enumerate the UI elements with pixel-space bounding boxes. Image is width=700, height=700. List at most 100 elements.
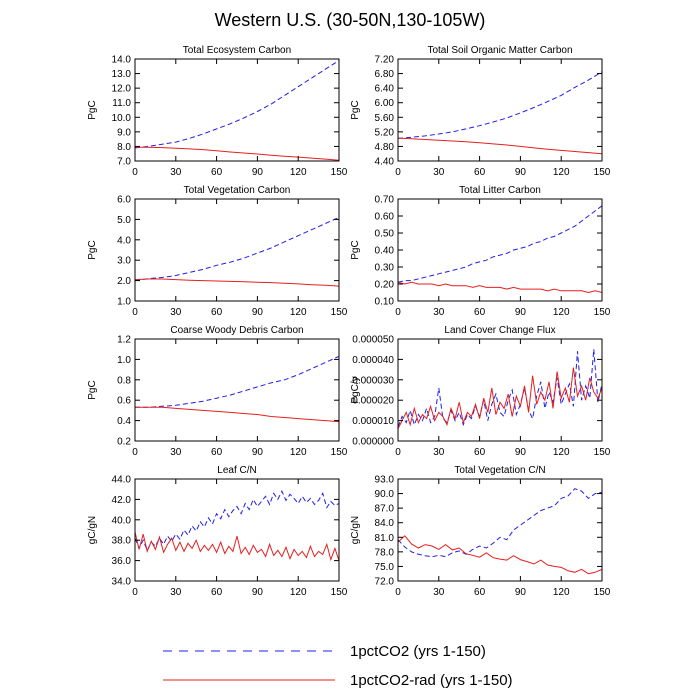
- x-tick-label: 0: [395, 447, 401, 458]
- y-tick-label: 0.4: [117, 416, 131, 427]
- series-line-1pctco2-rad: [135, 278, 339, 287]
- plot-frame: [397, 338, 603, 442]
- x-tick-label: 60: [474, 447, 486, 458]
- y-tick-label: 40.0: [112, 515, 132, 526]
- y-axis-label: PgC: [350, 100, 361, 119]
- y-tick-label: 44.0: [112, 475, 132, 486]
- x-tick-label: 30: [170, 167, 182, 178]
- panel-title: Leaf C/N: [217, 465, 256, 476]
- x-tick-label: 90: [515, 447, 527, 458]
- y-tick-label: 4.40: [375, 157, 395, 168]
- series-line-1pctco2-rad: [398, 535, 602, 575]
- x-tick-label: 120: [553, 587, 570, 598]
- x-tick-label: 150: [331, 307, 348, 318]
- x-tick-label: 150: [331, 587, 348, 598]
- panel-2: Total Soil Organic Matter Carbon 0 30 60 90 1…: [350, 45, 611, 178]
- x-tick-label: 0: [132, 587, 138, 598]
- x-tick-label: 30: [170, 447, 182, 458]
- y-tick-label: 9.0: [117, 127, 131, 138]
- series-line-1pctco2: [135, 490, 339, 552]
- y-tick-label: 78.0: [375, 547, 395, 558]
- y-tick-label: 0.000040: [352, 355, 394, 366]
- y-tick-label: 0.70: [375, 195, 395, 206]
- y-tick-label: 8.0: [117, 142, 131, 153]
- figure-title: Western U.S. (30-50N,130-105W): [215, 10, 486, 30]
- y-tick-label: 36.0: [112, 556, 132, 567]
- y-tick-label: 6.80: [375, 69, 395, 80]
- y-tick-label: 10.0: [112, 113, 132, 124]
- series-line-1pctco2: [398, 488, 602, 558]
- panel-title: Total Vegetation C/N: [454, 465, 545, 476]
- y-axis-label: PgC: [350, 240, 361, 259]
- y-tick-label: 0.20: [375, 280, 395, 291]
- y-tick-label: 0.60: [375, 212, 395, 223]
- x-tick-label: 60: [211, 307, 223, 318]
- plot-frame: [134, 338, 340, 442]
- x-tick-label: 120: [290, 307, 307, 318]
- series-line-1pctco2-rad: [398, 137, 602, 155]
- x-tick-label: 120: [290, 587, 307, 598]
- x-tick-label: 0: [395, 307, 401, 318]
- y-tick-label: 4.80: [375, 142, 395, 153]
- x-tick-label: 0: [132, 447, 138, 458]
- series-line-1pctco2-rad: [135, 531, 339, 562]
- y-tick-label: 7.0: [117, 157, 131, 168]
- panel-3: Total Vegetation Carbon 0 30 60 90 120 150 1.0 2…: [87, 185, 348, 318]
- y-tick-label: 14.0: [112, 55, 132, 66]
- panel-title: Total Ecosystem Carbon: [183, 45, 291, 56]
- x-tick-label: 120: [290, 167, 307, 178]
- y-tick-label: 72.0: [375, 577, 395, 588]
- series-line-1pctco2-rad: [135, 406, 339, 423]
- y-tick-label: 0.000000: [352, 437, 394, 448]
- plot-frame: [397, 478, 603, 582]
- y-tick-label: 6.40: [375, 84, 395, 95]
- y-tick-label: 2.0: [117, 276, 131, 287]
- panel-title: Land Cover Change Flux: [444, 325, 555, 336]
- y-tick-label: 84.0: [375, 518, 395, 529]
- y-axis-label: PgC: [87, 240, 98, 259]
- y-tick-label: 12.0: [112, 84, 132, 95]
- legend-label-1pctco2-rad: 1pctCO2-rad (yrs 1-150): [350, 672, 513, 689]
- y-tick-label: 0.000050: [352, 335, 394, 346]
- series-line-1pctco2: [135, 216, 339, 282]
- x-tick-label: 150: [594, 307, 611, 318]
- y-tick-label: 0.2: [117, 437, 131, 448]
- x-tick-label: 120: [553, 447, 570, 458]
- y-tick-label: 4.0: [117, 235, 131, 246]
- y-tick-label: 7.20: [375, 55, 395, 66]
- x-tick-label: 60: [474, 307, 486, 318]
- series-line-1pctco2-rad: [398, 281, 602, 294]
- y-tick-label: 3.0: [117, 256, 131, 267]
- panel-4: Total Litter Carbon 0 30 60 90 120 150 0.10 0.20…: [350, 185, 611, 318]
- panel-7: Leaf C/N 0 30 60 90 120 150 34.0 36.0 38.0 40.0 42.…: [87, 465, 348, 598]
- x-tick-label: 90: [252, 307, 264, 318]
- y-tick-label: 93.0: [375, 475, 395, 486]
- y-tick-label: 5.60: [375, 113, 395, 124]
- y-tick-label: 0.40: [375, 246, 395, 257]
- x-tick-label: 90: [252, 167, 264, 178]
- series-line-1pctco2-rad: [398, 367, 602, 430]
- y-axis-label: PgC: [87, 100, 98, 119]
- y-tick-label: 5.0: [117, 215, 131, 226]
- panel-1: Total Ecosystem Carbon 0 30 60 90 120 150 7.0 8.…: [87, 45, 348, 178]
- x-tick-label: 120: [290, 447, 307, 458]
- plot-frame: [397, 198, 603, 302]
- x-tick-label: 150: [331, 447, 348, 458]
- x-tick-label: 30: [170, 307, 182, 318]
- panel-5: Coarse Woody Debris Carbon 0 30 60 90 120 150 0…: [87, 325, 348, 458]
- panel-8: Total Vegetation C/N 0 30 60 90 120 150 72.0 75.…: [350, 465, 611, 598]
- x-tick-label: 150: [594, 167, 611, 178]
- legend: 1pctCO2 (yrs 1-150) 1pctCO2-rad (yrs 1-1…: [163, 643, 513, 689]
- y-tick-label: 0.000020: [352, 396, 394, 407]
- x-tick-label: 30: [433, 447, 445, 458]
- x-tick-label: 60: [211, 167, 223, 178]
- x-tick-label: 90: [515, 587, 527, 598]
- x-tick-label: 150: [331, 167, 348, 178]
- y-tick-label: 38.0: [112, 536, 132, 547]
- series-line-1pctco2: [398, 205, 602, 283]
- y-axis-label: PgC/y: [350, 376, 361, 403]
- panel-6: Land Cover Change Flux 0 30 60 90 120 150 0.000…: [350, 325, 611, 458]
- x-tick-label: 120: [553, 307, 570, 318]
- series-line-1pctco2-rad: [135, 146, 339, 161]
